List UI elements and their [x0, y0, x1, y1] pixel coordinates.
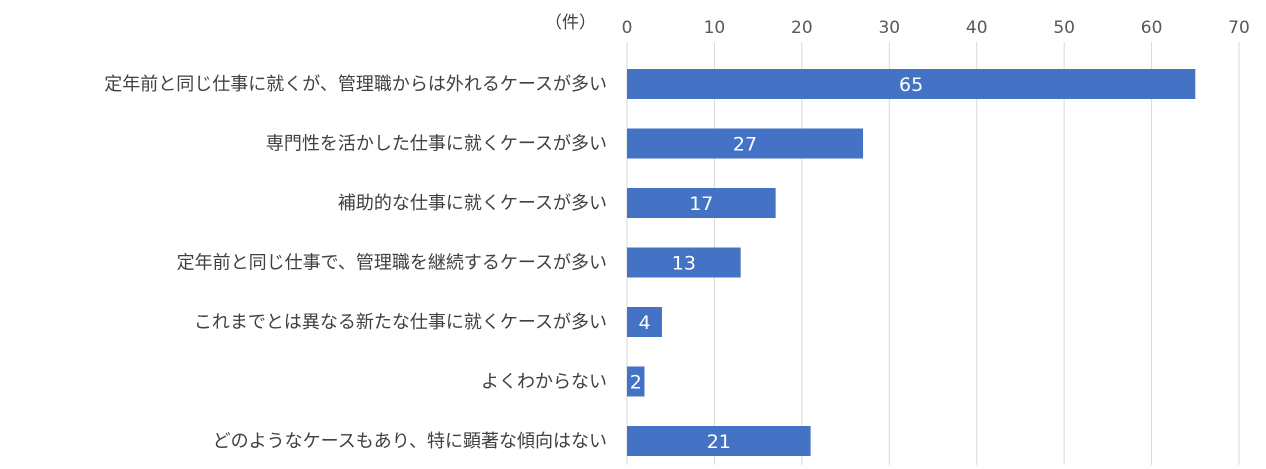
x-tick-label: 50: [1053, 18, 1075, 38]
bar: [627, 188, 776, 218]
bar: [627, 69, 1196, 99]
category-label: 専門性を活かした仕事に就くケースが多い: [266, 134, 607, 155]
bar: [627, 247, 741, 278]
x-tick-label: 30: [878, 18, 900, 38]
data-label: 65: [899, 74, 923, 96]
data-label: 13: [672, 253, 696, 275]
bar: [627, 128, 864, 159]
data-label: 27: [733, 134, 757, 156]
x-tick-label: 0: [622, 18, 633, 38]
category-label: 補助的な仕事に就くケースが多い: [338, 193, 607, 214]
axis-unit-label: （件）: [545, 13, 596, 33]
bar: [627, 307, 662, 337]
data-label: 17: [689, 193, 713, 215]
x-axis-ticks: 0 10 20 30 40 50 60 70: [622, 18, 1250, 38]
x-tick-label: 10: [704, 18, 726, 38]
gridlines: [626, 42, 1240, 465]
category-labels: 定年前と同じ仕事に就くが、管理職からは外れるケースが多い専門性を活かした仕事に就…: [104, 74, 607, 452]
category-label: 定年前と同じ仕事に就くが、管理職からは外れるケースが多い: [104, 74, 607, 95]
data-label: 4: [638, 312, 650, 334]
data-label: 2: [630, 372, 642, 394]
x-tick-label: 20: [791, 18, 813, 38]
data-label: 21: [707, 431, 731, 453]
bars: [627, 69, 1196, 456]
category-label: これまでとは異なる新たな仕事に就くケースが多い: [194, 312, 607, 333]
x-tick-label: 60: [1141, 18, 1163, 38]
x-tick-label: 40: [966, 18, 988, 38]
data-labels: 65 27 17 13 4 2 21: [630, 74, 924, 453]
bar: [627, 426, 811, 456]
category-label: よくわからない: [481, 372, 607, 393]
x-tick-label: 70: [1228, 18, 1250, 38]
category-label: どのようなケースもあり、特に顕著な傾向はない: [213, 431, 607, 452]
category-label: 定年前と同じ仕事で、管理職を継続するケースが多い: [177, 253, 607, 274]
bar: [627, 366, 645, 397]
